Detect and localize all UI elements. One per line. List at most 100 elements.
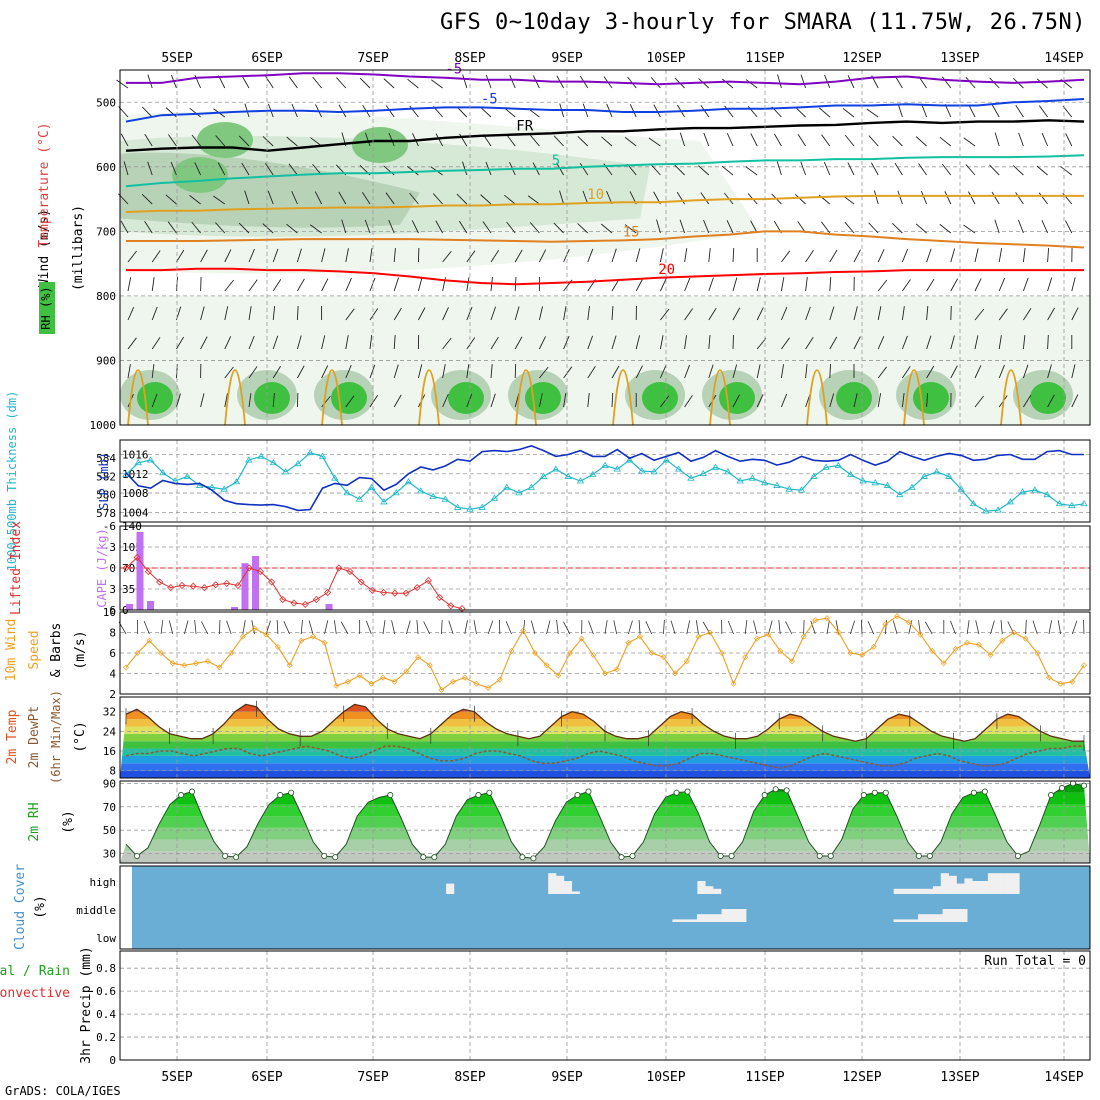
- rh-marker: [189, 788, 196, 795]
- y-axis-label-temp-a: 2m Temp: [5, 709, 20, 764]
- wind-barb: [393, 277, 399, 292]
- wind-barb: [147, 74, 153, 89]
- wind-barb: [364, 219, 371, 234]
- wind-barb: [829, 363, 831, 379]
- wind-barb: [1047, 307, 1055, 321]
- thickness-marker: [318, 452, 327, 459]
- wind-barb: [338, 191, 347, 205]
- wind-barb: [385, 192, 395, 205]
- wind-barb: [165, 194, 177, 205]
- wind-barb: [361, 192, 371, 205]
- thickness-line: [125, 452, 1085, 512]
- wind-speed-marker: [765, 631, 772, 638]
- rh-marker: [1047, 792, 1054, 799]
- wind-speed-marker: [251, 625, 258, 632]
- wind-barb: [587, 366, 596, 379]
- precip-tick-label: 0.4: [96, 1008, 116, 1021]
- wind-barb: [417, 277, 423, 292]
- wind-speed-marker: [753, 635, 760, 642]
- rh-shade-boundary-moist: [719, 382, 755, 414]
- temp-band: [120, 719, 1090, 727]
- wind-barb: [151, 393, 158, 408]
- x-tick-label-top: 9SEP: [551, 51, 582, 66]
- wind-barb-10m: [727, 620, 734, 635]
- rh-tick-label: 90: [103, 777, 116, 790]
- isotherm-line: [126, 267, 1084, 286]
- isotherm-label: 15: [623, 224, 640, 240]
- wind-barb: [151, 337, 161, 350]
- run-total-label: Run Total = 0: [984, 954, 1086, 969]
- wind-barb-10m: [670, 620, 676, 635]
- wind-barb: [650, 77, 661, 89]
- cloud-tick-label: high: [90, 876, 117, 889]
- panel-frame-cape: [119, 525, 1091, 611]
- slp-tick-label: 1016: [122, 448, 149, 461]
- wind-barb: [529, 222, 540, 234]
- thickness-marker: [699, 469, 707, 477]
- wind-speed-marker: [987, 652, 994, 659]
- x-tick-label-bottom: 13SEP: [940, 1070, 979, 1085]
- wind-barb: [679, 132, 686, 147]
- wind-barb: [563, 306, 567, 321]
- wind-barb: [480, 107, 492, 118]
- cloud-bar-middle: [893, 919, 919, 922]
- thickness-marker: [1080, 500, 1088, 507]
- rh-marker: [882, 789, 889, 796]
- wind-barb-10m: [638, 620, 641, 635]
- wind-barb: [926, 335, 932, 350]
- thickness-marker: [429, 492, 437, 499]
- y-axis-label-precip-total: Total / Rain: [0, 964, 70, 979]
- cloud-background: [132, 866, 1090, 949]
- wind-barb-10m: [645, 621, 653, 635]
- thickness-marker: [1018, 488, 1027, 495]
- wind-barb: [974, 308, 985, 321]
- wind-speed-marker: [672, 670, 679, 677]
- wind-barb: [490, 364, 493, 379]
- wind-speed-marker: [1057, 680, 1064, 687]
- x-tick-label-top: 12SEP: [842, 51, 881, 66]
- wind-barb: [514, 306, 520, 321]
- thickness-marker: [220, 485, 228, 492]
- wind-barb: [974, 278, 982, 292]
- wind-barb: [288, 76, 298, 89]
- wind-barb: [1060, 166, 1073, 176]
- wind-barb: [530, 134, 540, 147]
- wind-speed-marker: [204, 658, 211, 665]
- wind-barb: [365, 132, 371, 147]
- rh-shade-boundary-moist: [254, 382, 290, 414]
- wind-barb: [345, 248, 349, 263]
- lifted-index-marker: [212, 581, 220, 589]
- wind-barb-10m: [160, 620, 164, 635]
- wind-barb: [944, 191, 952, 205]
- thickness-marker: [343, 489, 351, 496]
- wind-barb: [829, 249, 838, 263]
- wind-barb-10m: [918, 620, 921, 635]
- thickness-marker: [674, 465, 683, 472]
- thickness-marker: [625, 456, 634, 463]
- thickness-marker: [367, 483, 376, 490]
- wind-barb: [726, 220, 734, 234]
- wind-speed-marker: [380, 674, 387, 681]
- y-axis-units-rh2m: (%): [61, 810, 76, 833]
- wind-barb: [369, 308, 379, 321]
- wind-barb-10m: [242, 620, 246, 635]
- wind-barb: [676, 191, 685, 205]
- wind-barb: [393, 307, 402, 321]
- rh-marker: [277, 792, 284, 799]
- wind-barb: [926, 278, 935, 292]
- lifted-index-marker: [268, 578, 276, 586]
- wind-barb: [1047, 334, 1049, 350]
- warm-contour: [321, 369, 343, 426]
- thickness-tick-label: 584: [96, 452, 116, 465]
- cloud-bar-high: [548, 873, 557, 894]
- wind-barb: [248, 335, 255, 350]
- slp-tick-label: 1008: [122, 487, 149, 500]
- rh-marker: [717, 852, 724, 859]
- lifted-index-marker: [402, 589, 410, 597]
- wind-barb: [974, 365, 982, 379]
- wind-barb: [721, 165, 734, 176]
- wind-speed-marker: [356, 672, 363, 679]
- wind-speed-marker: [952, 645, 959, 652]
- wind-barb: [456, 193, 468, 205]
- wind-barb: [611, 335, 617, 350]
